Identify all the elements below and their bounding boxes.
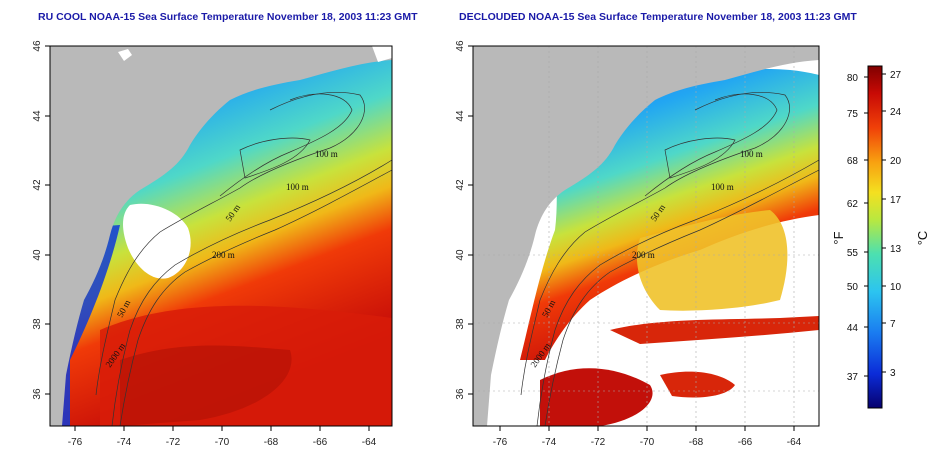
left-gulf-stream-core (120, 345, 292, 426)
left-map-panel (50, 46, 392, 426)
temperature-colorbar: 80 75 68 62 55 50 44 37 27 24 20 17 13 1… (831, 65, 930, 409)
fahrenheit-tick-label: 44 (847, 323, 859, 334)
celsius-tick-label: 20 (890, 156, 902, 167)
right-map-title: DECLOUDED NOAA-15 Sea Surface Temperatur… (459, 11, 857, 23)
right-warm-patch (636, 210, 788, 311)
fahrenheit-tick-label: 68 (847, 156, 859, 167)
longitude-tick-label: -64 (362, 437, 377, 448)
latitude-tick-label: 42 (32, 179, 43, 191)
right-land-mass (473, 46, 819, 426)
longitude-tick-label: -64 (787, 437, 802, 448)
longitude-tick-label: -70 (640, 437, 655, 448)
fahrenheit-tick-label: 37 (847, 372, 859, 383)
fahrenheit-tick-label: 75 (847, 109, 859, 120)
left-longitude-axis: -76 -74 -72 -70 -68 -66 -64 (68, 426, 377, 448)
left-depth-contours (95, 91, 392, 426)
celsius-ticks (882, 73, 886, 373)
right-latitude-axis: 46 44 42 40 38 36 (455, 40, 473, 400)
celsius-tick-label: 24 (890, 107, 902, 118)
left-map-title: RU COOL NOAA-15 Sea Surface Temperature … (38, 11, 418, 23)
longitude-tick-label: -76 (493, 437, 508, 448)
latitude-tick-label: 40 (32, 249, 43, 261)
latitude-tick-label: 38 (455, 318, 466, 330)
left-contour-label: 100 m (315, 149, 338, 159)
latitude-tick-label: 44 (455, 110, 466, 122)
celsius-tick-label: 17 (890, 195, 902, 206)
longitude-tick-label: -66 (313, 437, 328, 448)
left-map-frame (49, 45, 393, 427)
left-cloud-corner (372, 46, 392, 62)
longitude-tick-label: -72 (166, 437, 181, 448)
fahrenheit-ticks (864, 76, 868, 377)
celsius-tick-label: 3 (890, 368, 896, 379)
latitude-tick-label: 44 (32, 110, 43, 122)
right-warm-filament (610, 316, 819, 344)
fahrenheit-tick-label: 50 (847, 282, 859, 293)
celsius-tick-label: 7 (890, 319, 896, 330)
colorbar-gradient (867, 65, 883, 409)
longitude-tick-label: -66 (738, 437, 753, 448)
celsius-tick-label: 27 (890, 70, 902, 81)
latitude-tick-label: 36 (455, 388, 466, 400)
right-contour-label: 100 m (740, 149, 763, 159)
right-contour-label: 100 m (711, 182, 734, 192)
left-latitude-axis: 46 44 42 40 38 36 (32, 40, 50, 400)
longitude-tick-label: -70 (215, 437, 230, 448)
fahrenheit-tick-label: 80 (847, 73, 859, 84)
right-contour-label: 200 m (632, 250, 655, 260)
latitude-tick-label: 36 (32, 388, 43, 400)
celsius-tick-label: 10 (890, 282, 902, 293)
longitude-tick-label: -74 (117, 437, 132, 448)
fahrenheit-unit-label: °F (831, 231, 846, 244)
right-map-frame (472, 45, 820, 427)
latitude-tick-label: 40 (455, 249, 466, 261)
right-gulf-stream-patch (540, 368, 653, 426)
longitude-tick-label: -68 (689, 437, 704, 448)
celsius-unit-label: °C (915, 231, 930, 246)
longitude-tick-label: -74 (542, 437, 557, 448)
left-land-mass (50, 46, 392, 426)
right-map-panel (473, 46, 819, 426)
left-cloud-patch (123, 203, 191, 279)
right-longitude-axis: -76 -74 -72 -70 -68 -66 -64 (493, 426, 802, 448)
longitude-tick-label: -72 (591, 437, 606, 448)
right-grid-lines (473, 46, 819, 426)
latitude-tick-label: 42 (455, 179, 466, 191)
fahrenheit-tick-label: 62 (847, 199, 859, 210)
celsius-tick-label: 13 (890, 244, 902, 255)
left-cloud-fleck (118, 49, 132, 61)
longitude-tick-label: -68 (264, 437, 279, 448)
left-contour-label: 200 m (212, 250, 235, 260)
latitude-tick-label: 46 (455, 40, 466, 52)
right-depth-contours (520, 91, 819, 426)
latitude-tick-label: 38 (32, 318, 43, 330)
longitude-tick-label: -76 (68, 437, 83, 448)
left-contour-label: 100 m (286, 182, 309, 192)
fahrenheit-tick-label: 55 (847, 248, 859, 259)
latitude-tick-label: 46 (32, 40, 43, 52)
